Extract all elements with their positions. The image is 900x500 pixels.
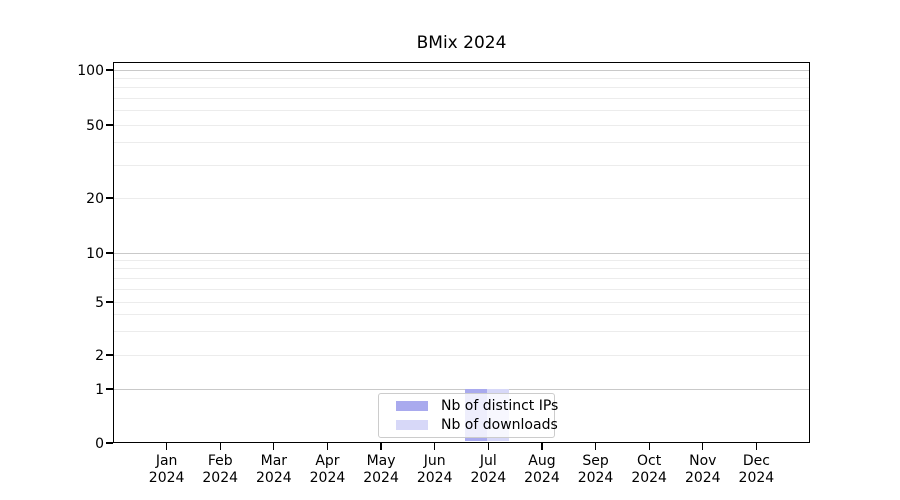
x-tick-label-month: May [366, 453, 396, 469]
y-gridline-minor [114, 354, 809, 356]
legend-item: Nb of distinct IPs [396, 398, 558, 414]
x-tick [380, 443, 382, 450]
x-tick-label-month: Sep [582, 453, 609, 469]
legend-item-label: Nb of distinct IPs [441, 398, 559, 414]
x-tick-label: Feb 2024 [188, 453, 252, 487]
x-tick [434, 443, 436, 450]
x-tick [487, 443, 489, 450]
y-tick-label: 2 [95, 347, 104, 364]
x-tick [166, 443, 168, 450]
x-tick-label: May 2024 [349, 453, 413, 487]
x-tick [755, 443, 757, 450]
y-gridline-minor [114, 301, 809, 303]
x-tick-label-year: 2024 [309, 470, 346, 486]
y-tick [106, 301, 113, 303]
x-tick-label-month: Mar [260, 453, 288, 469]
x-tick-label-year: 2024 [202, 470, 239, 486]
x-tick-label-year: 2024 [738, 470, 775, 486]
y-gridline-major [114, 252, 809, 254]
y-gridline-minor [114, 77, 809, 79]
y-gridline-minor [114, 124, 809, 126]
legend: Nb of distinct IPs Nb of downloads [378, 393, 558, 438]
y-tick [106, 388, 113, 390]
y-tick-label: 50 [86, 117, 104, 134]
legend-swatch-icon [396, 420, 428, 430]
x-tick-label-month: Apr [315, 453, 340, 469]
y-gridline-minor [114, 142, 809, 144]
y-tick [106, 442, 113, 444]
x-tick [219, 443, 221, 450]
x-tick-label: Nov 2024 [671, 453, 735, 487]
x-tick-label: Mar 2024 [242, 453, 306, 487]
y-tick-label: 10 [86, 245, 104, 262]
x-tick-label: Dec 2024 [724, 453, 788, 487]
legend-item: Nb of downloads [396, 417, 558, 433]
x-tick-label: Sep 2024 [564, 453, 628, 487]
y-gridline-minor [114, 197, 809, 199]
y-tick [106, 69, 113, 71]
y-tick-label: 20 [86, 190, 104, 207]
y-gridline-minor [114, 268, 809, 270]
x-tick [541, 443, 543, 450]
y-tick-label: 1 [95, 381, 104, 398]
x-tick-label-year: 2024 [148, 470, 185, 486]
x-tick [273, 443, 275, 450]
y-gridline-minor [114, 331, 809, 333]
x-tick-label: Jun 2024 [403, 453, 467, 487]
x-tick-label-month: Oct [637, 453, 662, 469]
x-tick-label: Aug 2024 [510, 453, 574, 487]
x-tick-label-year: 2024 [416, 470, 453, 486]
y-gridline-major [114, 69, 809, 71]
x-tick-label-year: 2024 [363, 470, 399, 486]
x-tick-label-year: 2024 [684, 470, 721, 486]
x-tick [594, 443, 597, 450]
legend-swatch-icon [396, 401, 428, 411]
y-gridline-minor [114, 259, 809, 261]
x-tick-label-month: Feb [207, 453, 233, 469]
x-tick-label-month: Jan [155, 453, 178, 469]
x-tick-label: Jul 2024 [456, 453, 520, 487]
x-tick-label: Jan 2024 [135, 453, 199, 487]
x-tick [702, 443, 704, 450]
y-tick [106, 197, 113, 199]
x-tick-label-year: 2024 [256, 470, 292, 486]
y-gridline-minor [114, 277, 809, 279]
y-gridline-major [114, 388, 809, 390]
y-gridline-minor [114, 288, 809, 290]
plot-area [113, 62, 810, 443]
y-gridline-minor [114, 110, 809, 112]
y-tick [106, 124, 113, 126]
y-gridline-minor [114, 165, 809, 167]
x-tick-label-year: 2024 [577, 470, 614, 486]
y-tick-label: 5 [95, 294, 104, 311]
chart-title: BMix 2024 [416, 33, 507, 53]
x-tick-label-month: Nov [689, 453, 717, 469]
y-tick [106, 354, 113, 356]
x-tick [326, 443, 329, 450]
y-gridline-minor [114, 314, 809, 316]
x-tick-label-year: 2024 [524, 470, 560, 486]
y-tick-label: 0 [95, 435, 104, 452]
y-tick [106, 252, 113, 254]
x-tick-label-month: Aug [528, 453, 556, 469]
x-tick-label-month: Dec [742, 453, 770, 469]
x-tick-label-month: Jul [479, 453, 497, 469]
x-tick-label-month: Jun [423, 453, 446, 469]
x-tick-label: Oct 2024 [617, 453, 681, 487]
x-tick-label: Apr 2024 [295, 453, 359, 487]
x-tick [648, 443, 650, 450]
x-tick-label-year: 2024 [631, 470, 667, 486]
y-gridline-minor [114, 87, 809, 89]
y-gridline-minor [114, 97, 809, 99]
x-tick-label-year: 2024 [470, 470, 507, 486]
legend-item-label: Nb of downloads [441, 417, 558, 433]
y-tick-label: 100 [77, 62, 104, 79]
